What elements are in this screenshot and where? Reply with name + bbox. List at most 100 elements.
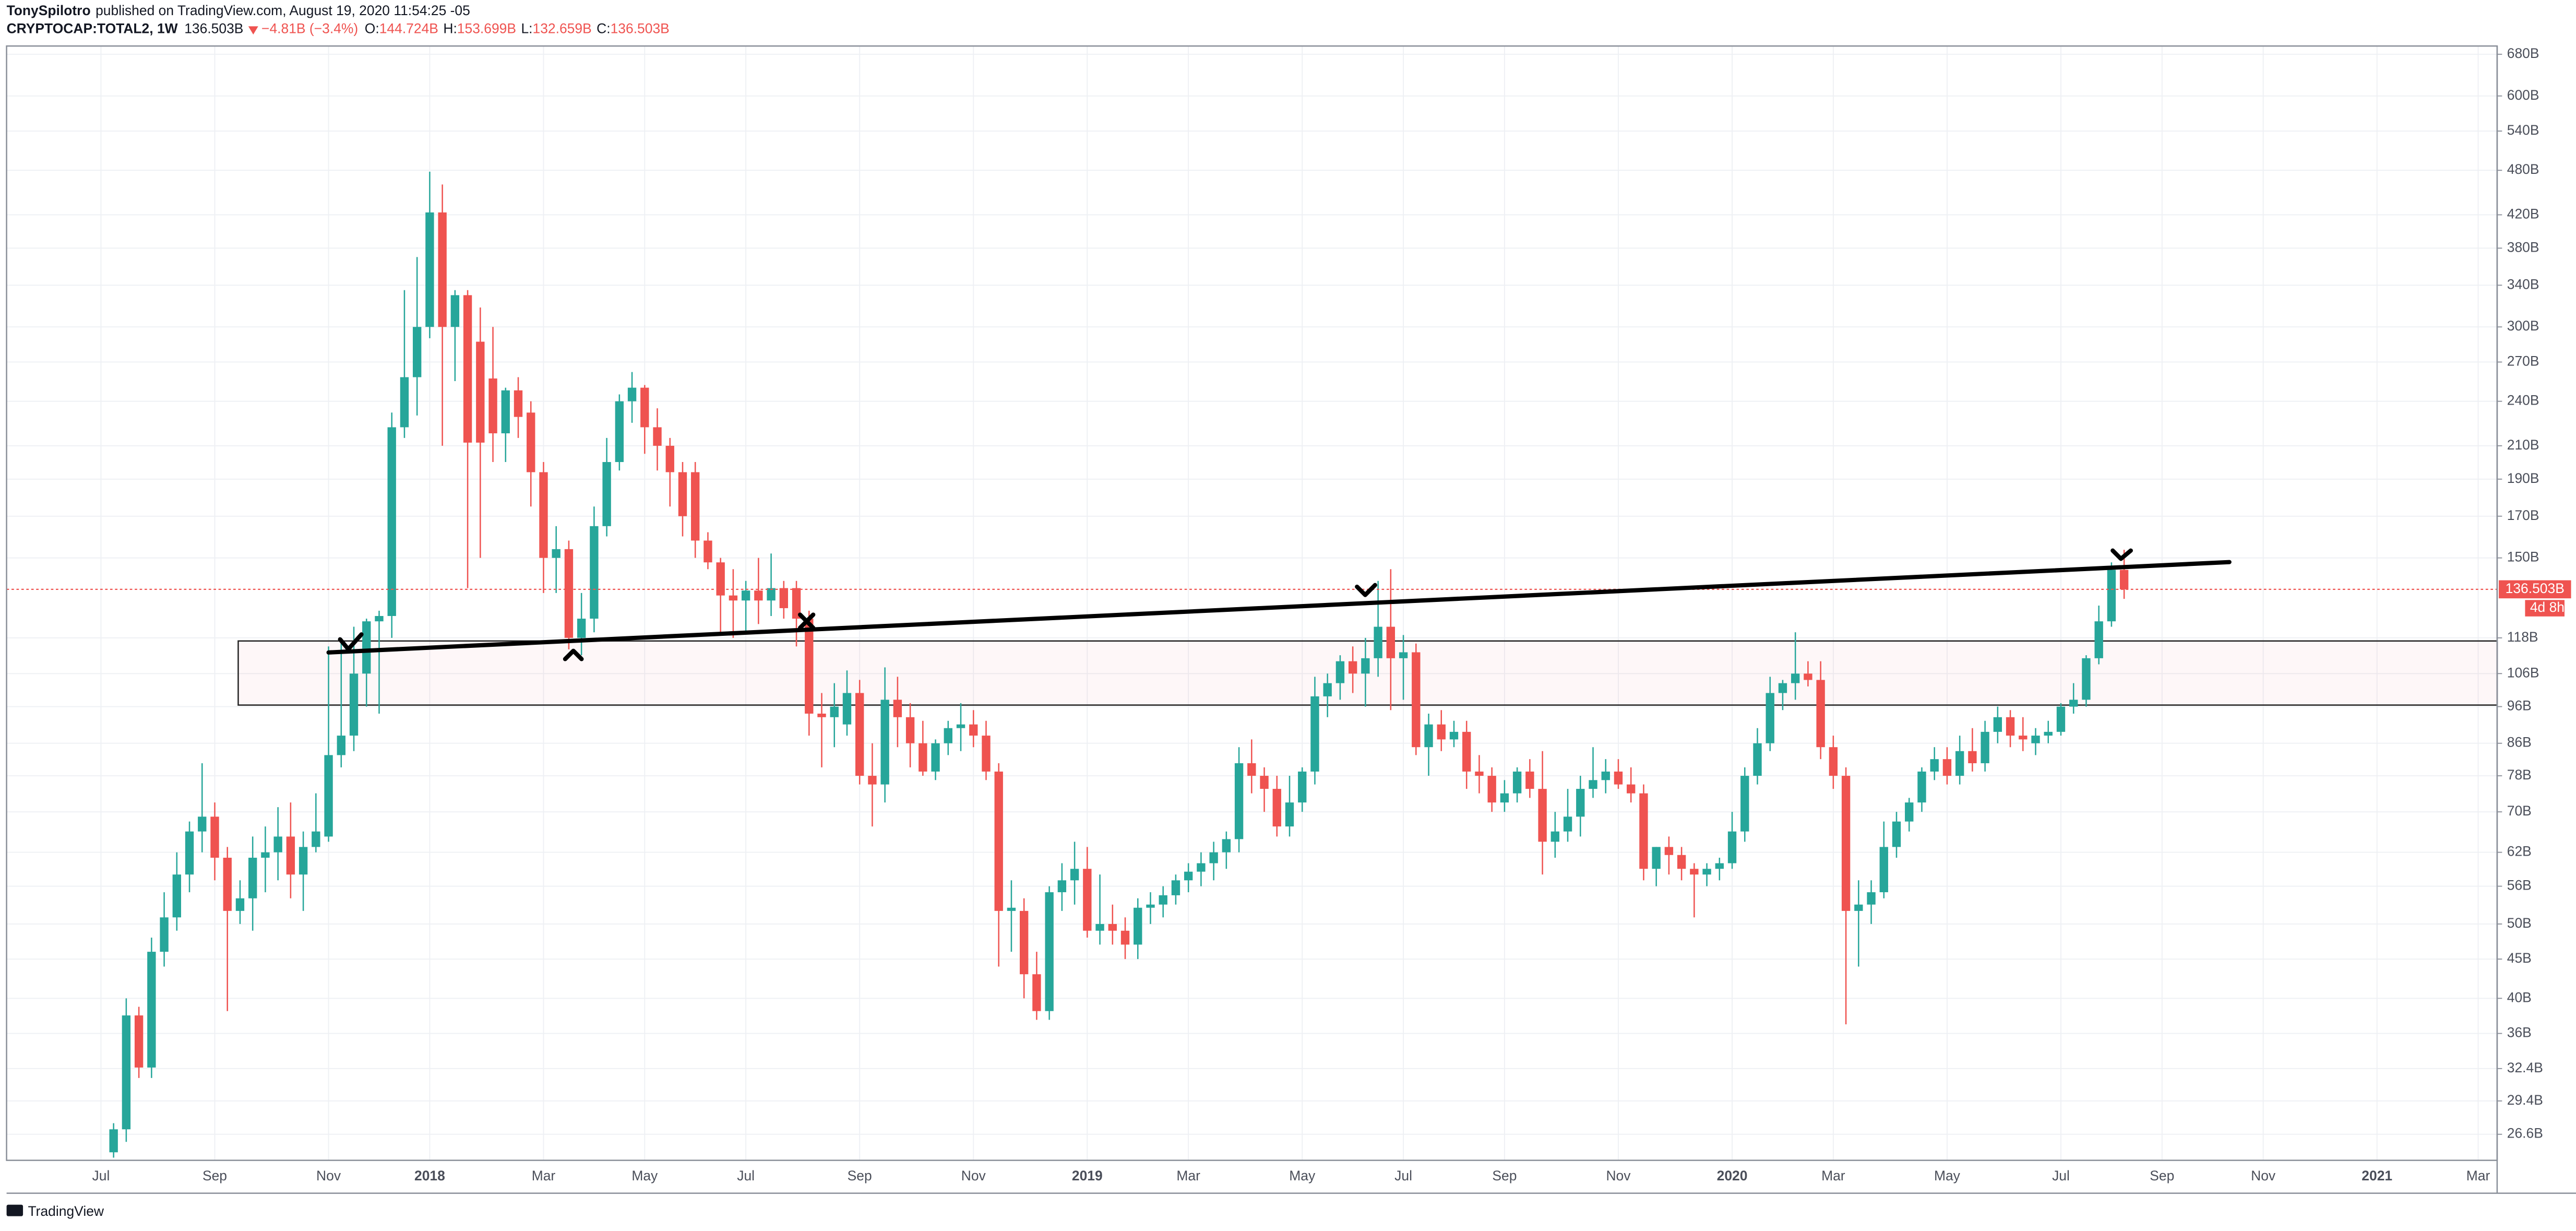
candle-body	[615, 401, 624, 463]
candle-body	[1930, 759, 1939, 772]
candle-body	[1475, 771, 1484, 776]
candle-body	[627, 387, 637, 401]
candle-body	[198, 816, 207, 832]
x-tick-label: Nov	[316, 1168, 341, 1183]
candle-body	[1753, 743, 1762, 776]
candle-body	[1260, 776, 1269, 789]
candle-body	[273, 836, 282, 853]
candle-body	[438, 212, 447, 327]
candle-body	[1197, 863, 1206, 872]
check-mark	[338, 632, 364, 652]
y-tick-label: 118B	[2507, 629, 2538, 645]
candle-body	[1727, 831, 1737, 863]
candle-body	[754, 590, 763, 601]
x-tick-label: Jul	[2052, 1168, 2070, 1183]
candle-body	[1892, 821, 1901, 847]
y-tick-label: 270B	[2507, 353, 2539, 369]
x-tick-label: Jul	[1394, 1168, 1412, 1183]
candle-body	[817, 713, 826, 717]
candle-body	[1816, 680, 1825, 748]
x-tick-label: May	[1934, 1168, 1961, 1183]
candle-body	[1437, 724, 1446, 740]
candle-body	[488, 378, 497, 434]
candle-body	[868, 776, 877, 785]
candle-body	[1298, 771, 1307, 803]
y-tick-label: 190B	[2507, 470, 2539, 486]
x-tick-label: Mar	[1821, 1168, 1845, 1183]
candle-body	[412, 327, 422, 377]
candle-body	[2107, 570, 2116, 622]
candle-body	[2082, 658, 2091, 700]
last-price-box	[2499, 580, 2571, 599]
candle-body	[1045, 892, 1054, 1011]
candle-body	[2069, 700, 2078, 707]
y-tick-label: 40B	[2507, 989, 2532, 1005]
candle-body	[1804, 673, 1812, 680]
candle-body	[1007, 907, 1016, 911]
candle-body	[476, 341, 485, 443]
candle-body	[552, 549, 560, 558]
candle-body	[944, 728, 952, 743]
footer-logo: TradingView	[6, 1203, 104, 1219]
candle-body	[1399, 652, 1408, 658]
candle-body	[1589, 780, 1597, 789]
y-tick-label: 70B	[2507, 803, 2532, 819]
candle-body	[1146, 904, 1155, 908]
candle-body	[122, 1015, 131, 1130]
candle-body	[312, 831, 320, 847]
y-tick-label: 150B	[2507, 549, 2539, 565]
x-tick-label: Sep	[2150, 1168, 2174, 1183]
x-tick-label: Jul	[737, 1168, 755, 1183]
candle-body	[387, 427, 396, 616]
candle-body	[1323, 683, 1332, 696]
candle-body	[2094, 621, 2103, 658]
candle-body	[1108, 924, 1117, 931]
y-tick-label: 600B	[2507, 87, 2539, 103]
y-tick-label: 210B	[2507, 437, 2539, 453]
candle-body	[1601, 771, 1610, 780]
candle-body	[1095, 924, 1104, 931]
candle-body	[1449, 731, 1459, 740]
x-tick-label: 2018	[414, 1168, 445, 1183]
candle-body	[982, 736, 991, 772]
candle-body	[564, 549, 574, 638]
y-tick-label: 62B	[2507, 844, 2532, 859]
candle-body	[1083, 869, 1092, 931]
candle-body	[1917, 771, 1926, 803]
candle-body	[919, 743, 927, 772]
candle-body	[1652, 847, 1661, 869]
candle-body	[1627, 784, 1636, 794]
candle-body	[1879, 847, 1888, 893]
candle-body	[1841, 776, 1851, 911]
candle-body	[501, 390, 510, 434]
candle-body	[767, 588, 776, 601]
y-tick-label: 170B	[2507, 507, 2539, 523]
y-tick-label: 36B	[2507, 1025, 2532, 1040]
candle-body	[2006, 717, 2015, 736]
x-tick-label: Nov	[1606, 1168, 1631, 1183]
candle-body	[223, 857, 232, 911]
candle-body	[1361, 658, 1370, 674]
candle-body	[1120, 930, 1130, 945]
footer-text: TradingView	[28, 1203, 104, 1219]
caret-mark	[563, 648, 584, 661]
candle-body	[1778, 683, 1787, 693]
y-tick-label: 680B	[2507, 45, 2539, 61]
candle-body	[994, 771, 1003, 911]
ohlc-label: C:	[597, 21, 610, 37]
candle-body	[1829, 747, 1838, 776]
candle-body	[324, 755, 333, 837]
candle-body	[109, 1129, 118, 1153]
grid	[6, 46, 2497, 1161]
candle-body	[678, 472, 687, 516]
candle-body	[893, 700, 902, 717]
candle-body	[375, 616, 384, 622]
candle-body	[425, 212, 434, 327]
down-arrow	[248, 26, 258, 35]
x-tick-label: Nov	[961, 1168, 986, 1183]
y-tick-label: 26.6B	[2507, 1126, 2543, 1141]
y-tick-label: 106B	[2507, 665, 2539, 680]
ohlc-value: 144.724B	[379, 21, 438, 37]
candle-body	[463, 295, 472, 443]
